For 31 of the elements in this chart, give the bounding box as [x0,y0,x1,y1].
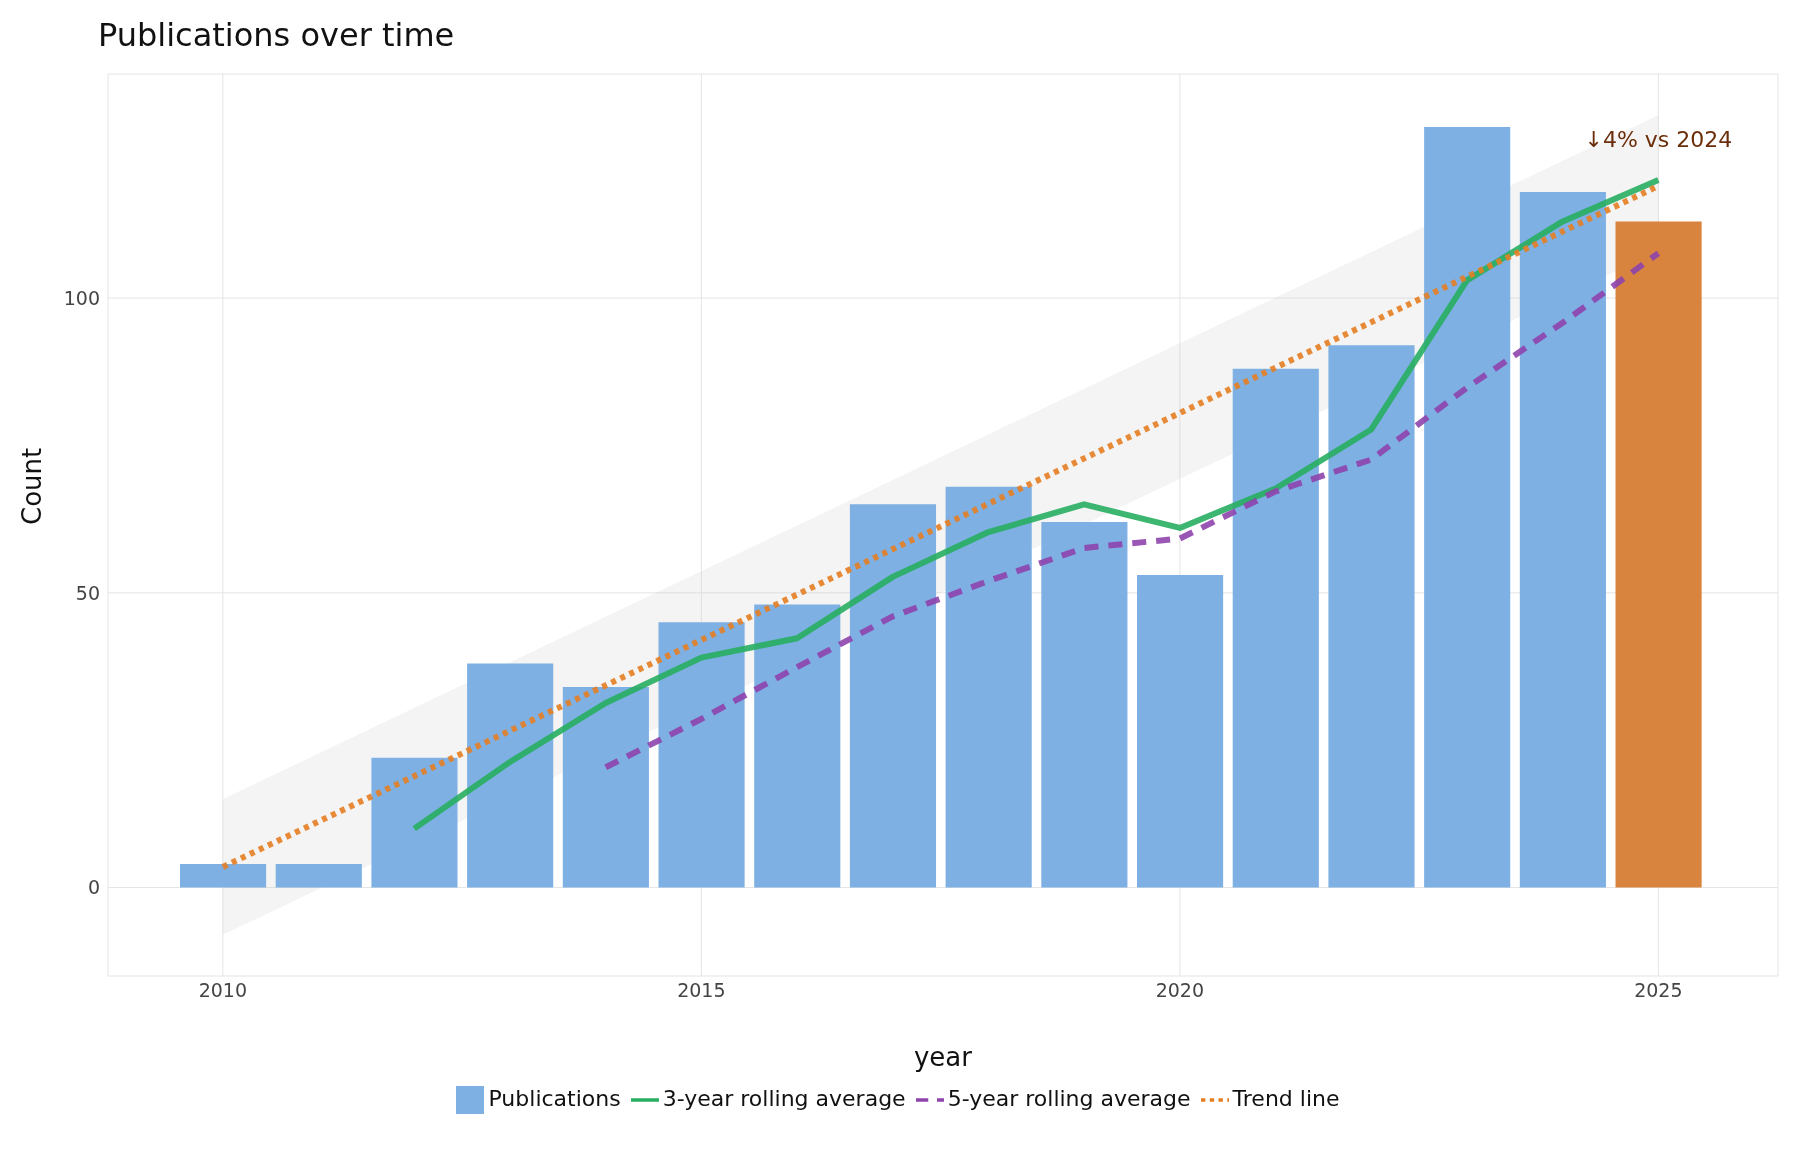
legend-label: Trend line [1232,1086,1340,1111]
bar [1232,368,1319,888]
bar [1519,191,1606,888]
y-tick-label: 50 [75,581,100,604]
bar [179,863,267,888]
legend-label: 5-year rolling average [947,1086,1191,1111]
x-tick-label: 2020 [1155,979,1205,1002]
y-tick-label: 100 [63,286,100,309]
bar [1137,575,1224,888]
bar [1041,522,1128,888]
bar [754,604,841,888]
bar [658,622,745,888]
bar [275,863,362,888]
bar [1615,221,1702,888]
x-tick-label: 2010 [198,979,248,1002]
annotation: ↓4% vs 2024 [1584,126,1733,152]
chart-title: Publications over time [97,15,456,54]
bar [562,687,649,888]
legend-label: 3-year rolling average [662,1086,906,1111]
x-tick-label: 2015 [677,979,726,1002]
bar [1424,127,1511,888]
x-tick-label: 2025 [1634,979,1683,1002]
bar [849,504,937,888]
x-axis-title: year [913,1042,973,1072]
bar [1328,345,1415,888]
y-tick-label: 0 [87,876,100,899]
bar [371,757,458,888]
bar [467,663,554,888]
legend-label: Publications [488,1086,621,1111]
y-axis-title: Count [17,447,48,525]
bar [945,486,1032,888]
